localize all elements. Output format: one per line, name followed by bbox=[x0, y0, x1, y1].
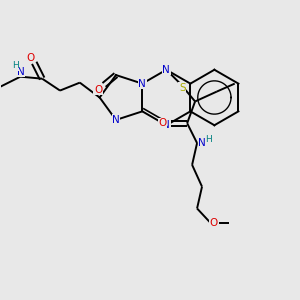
Text: N: N bbox=[163, 120, 170, 130]
Text: N: N bbox=[198, 138, 206, 148]
Text: N: N bbox=[112, 115, 120, 125]
Text: N: N bbox=[139, 79, 146, 88]
Text: N: N bbox=[163, 65, 170, 75]
Text: N: N bbox=[16, 67, 24, 77]
Text: O: O bbox=[158, 118, 166, 128]
Text: O: O bbox=[26, 53, 34, 63]
Text: O: O bbox=[210, 218, 218, 228]
Text: H: H bbox=[12, 61, 19, 70]
Text: H: H bbox=[206, 135, 212, 144]
Text: O: O bbox=[94, 85, 102, 95]
Text: S: S bbox=[179, 82, 185, 93]
